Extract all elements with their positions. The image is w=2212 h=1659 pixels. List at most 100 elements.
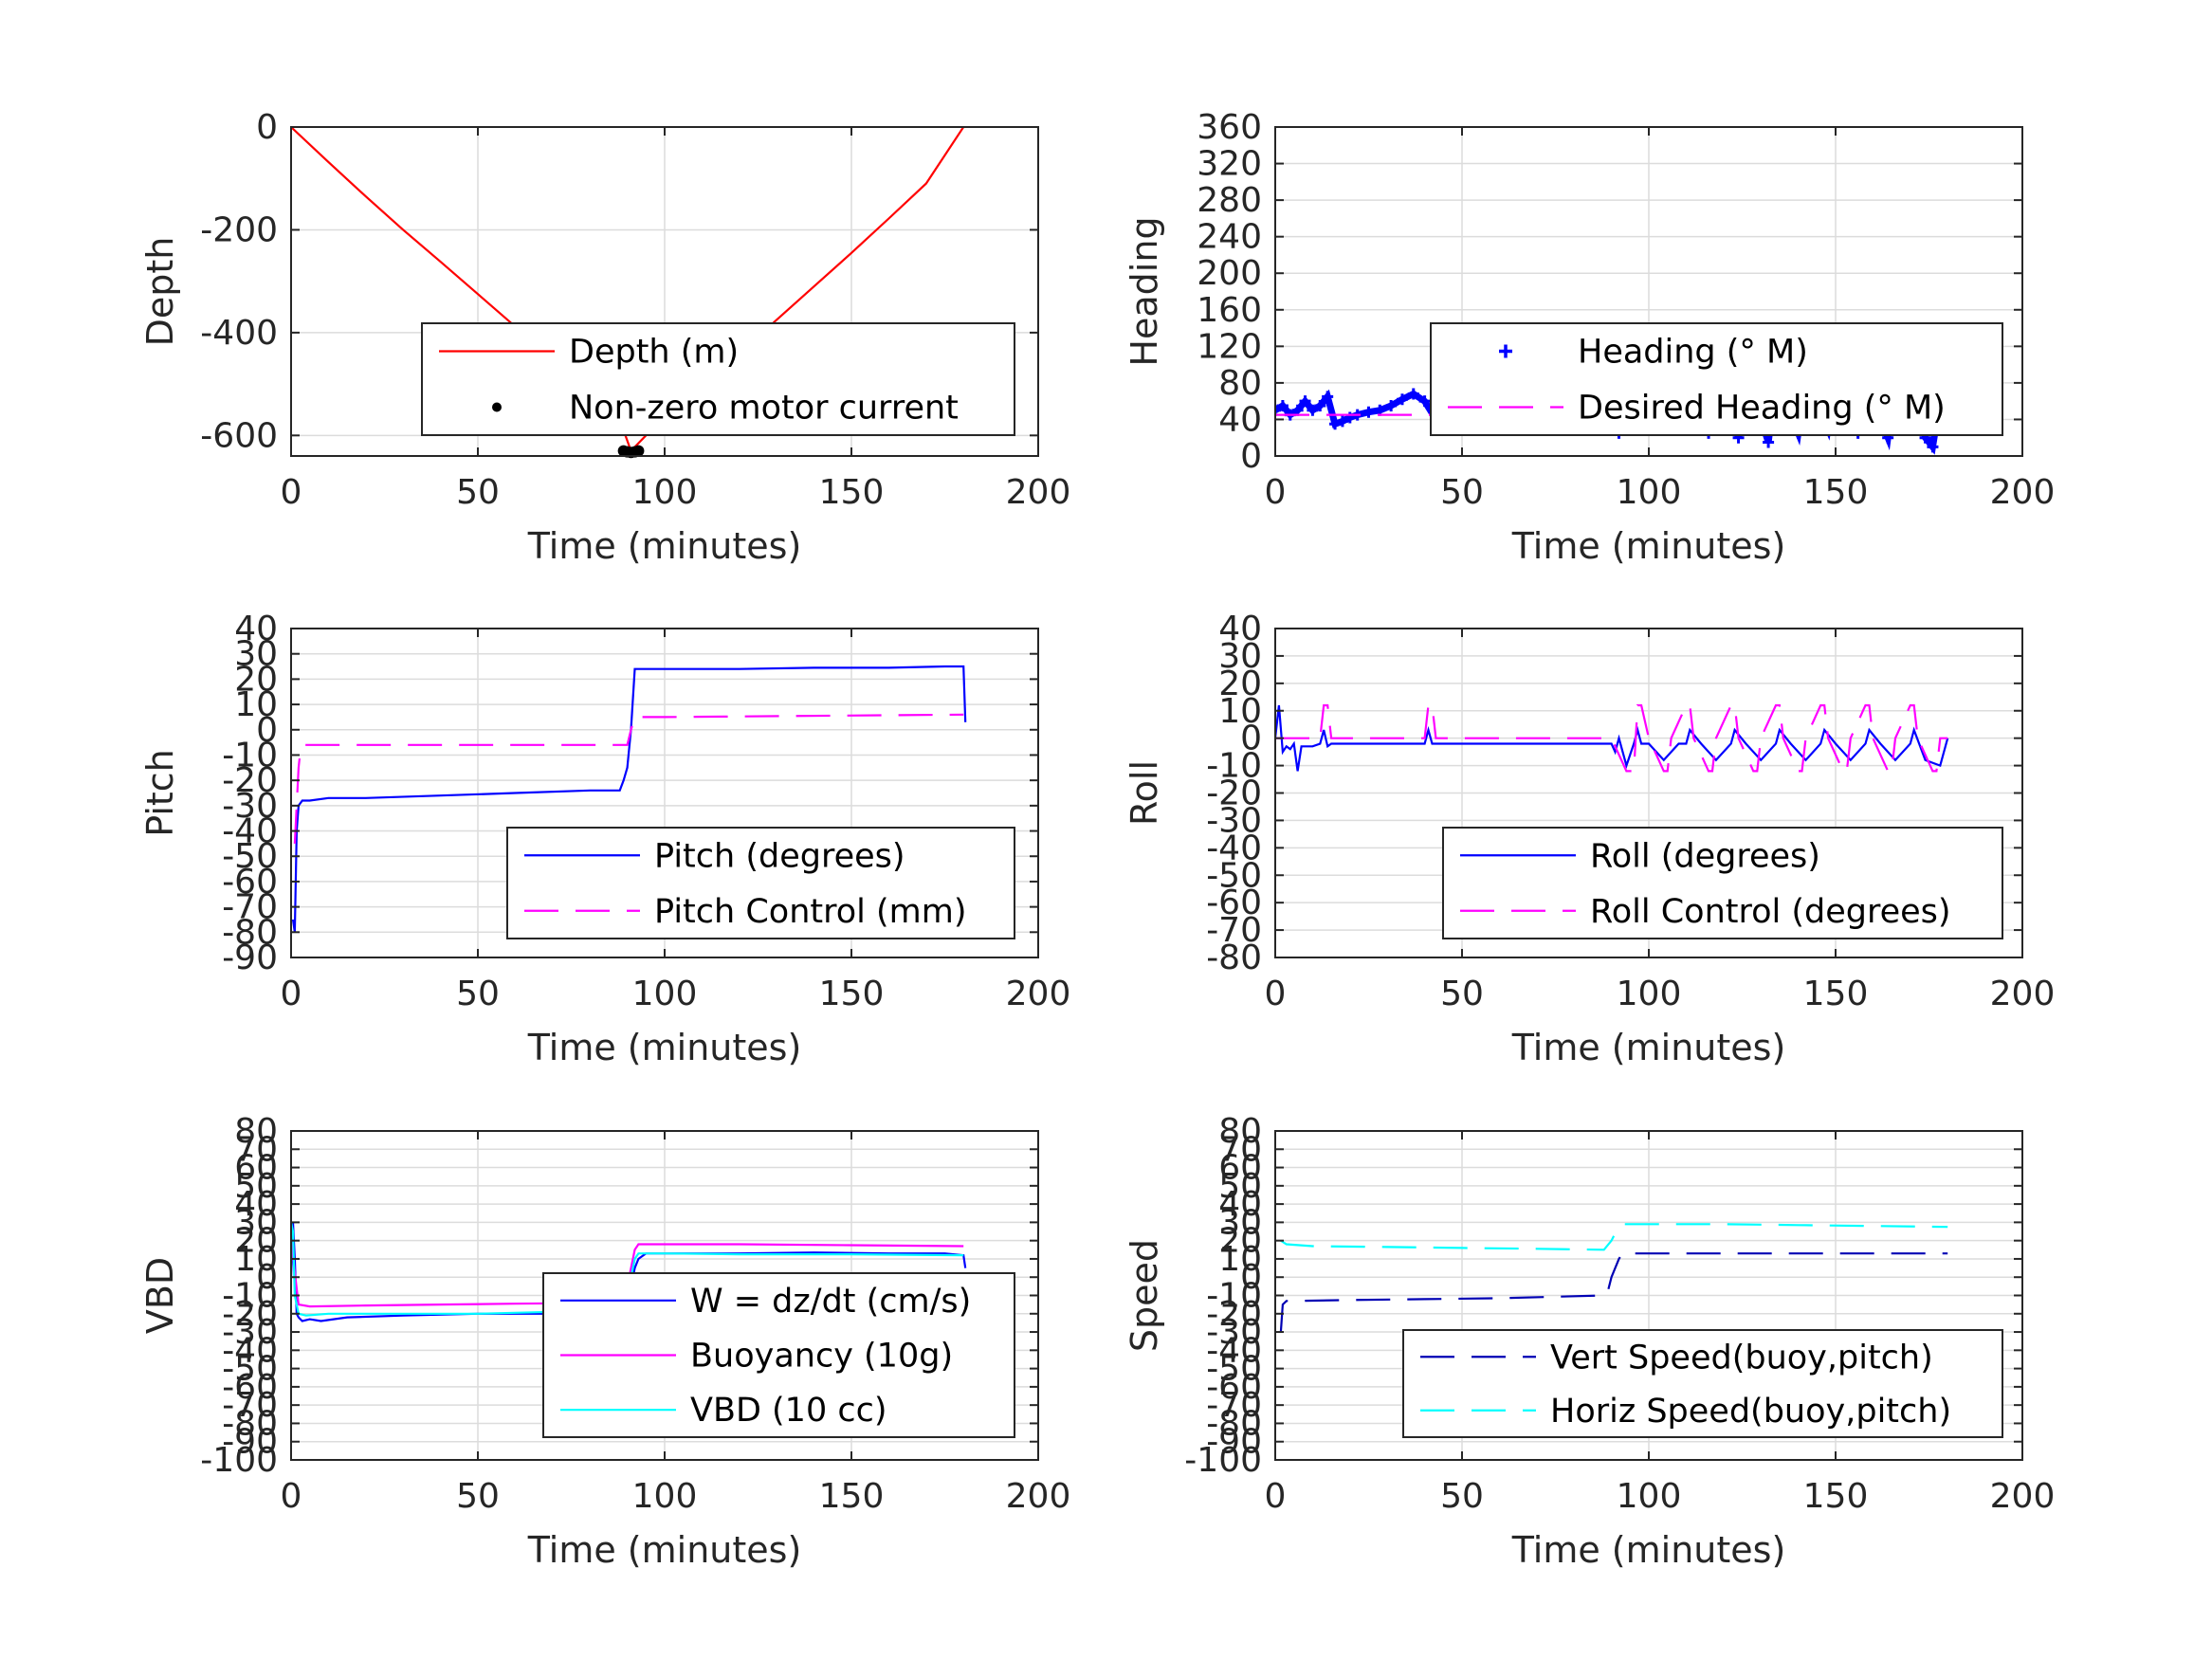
y-axis-label: Roll (1124, 760, 1165, 826)
plot-area (1279, 1223, 1948, 1333)
x-tick-label: 150 (1803, 1477, 1869, 1516)
legend-label: Vert Speed(buoy,pitch) (1550, 1339, 1933, 1376)
legend-label: W = dz/dt (cm/s) (690, 1283, 971, 1321)
x-tick-label: 200 (1990, 1477, 2056, 1516)
data-point (1329, 418, 1342, 430)
legend-label: Roll (degrees) (1590, 837, 1820, 875)
y-tick-label: -40 (222, 812, 278, 851)
data-point (1307, 404, 1319, 416)
subplot-3: 0 50 100 150 200-90-80-70-60-50-40-30-20-100… (139, 610, 1070, 1068)
y-axis-label: Pitch (139, 749, 181, 837)
data-point (1396, 393, 1408, 406)
legend-swatch (492, 402, 502, 412)
subplot-2: 0 50 100 150 20004080120160200240280320360Ti… (1124, 108, 2055, 567)
y-tick-label: 50 (1218, 1167, 1262, 1206)
x-tick-label: 0 (281, 1477, 302, 1516)
y-tick-label: -50 (222, 837, 278, 876)
x-axis-label: Time (minutes) (527, 1027, 802, 1068)
data-point (1322, 391, 1334, 403)
y-tick-label: 40 (1218, 400, 1262, 439)
x-tick-label: 50 (1440, 975, 1484, 1013)
data-point (1314, 399, 1326, 411)
y-tick-label: -20 (222, 761, 278, 800)
data-point (632, 445, 645, 457)
y-tick-label: -70 (1206, 911, 1262, 950)
legend: Vert Speed(buoy,pitch) Horiz Speed(buoy,p… (1402, 1329, 2003, 1438)
x-axis-label: Time (minutes) (527, 525, 802, 567)
data-point (1275, 404, 1281, 416)
x-tick-label: 150 (819, 975, 885, 1013)
y-tick-label: 40 (1218, 1185, 1262, 1224)
y-tick-label: -50 (222, 1350, 278, 1389)
legend-label: Horiz Speed(buoy,pitch) (1550, 1393, 1951, 1431)
y-tick-label: -70 (1206, 1386, 1262, 1425)
y-tick-label: -60 (1206, 1368, 1262, 1407)
y-tick-label: 30 (234, 635, 278, 674)
data-point (1385, 399, 1398, 411)
y-tick-label: -90 (222, 939, 278, 977)
y-tick-label: -50 (1206, 1350, 1262, 1389)
y-tick-label: 30 (234, 1203, 278, 1242)
y-tick-label: -10 (222, 1277, 278, 1316)
y-tick-label: -80 (1206, 939, 1262, 977)
y-tick-label: -30 (1206, 1313, 1262, 1352)
subplot-1: 0 50 100 150 200 -600 -400 -200 0 Time (minutes) D… (139, 108, 1070, 567)
y-tick-label: -400 (200, 314, 278, 353)
y-tick-label: -100 (200, 1441, 278, 1480)
y-tick-label: -20 (1206, 775, 1262, 813)
y-tick-label: 120 (1197, 327, 1262, 366)
y-tick-label: 60 (234, 1149, 278, 1188)
x-tick-label: 0 (1265, 975, 1287, 1013)
x-tick-label: 50 (456, 975, 500, 1013)
legend-label: Roll Control (degrees) (1590, 893, 1951, 931)
y-tick-label: 20 (234, 1222, 278, 1261)
subplot-6: 0 50 100 150 200-100-90-80-70-60-50-40-30-20… (1124, 1112, 2055, 1571)
y-axis-label: Depth (139, 237, 181, 347)
legend-swatch (1499, 344, 1512, 358)
y-tick-label: 10 (234, 1240, 278, 1279)
legend: Depth (m) Non-zero motor current (421, 322, 1015, 436)
y-tick-label: 10 (1218, 1240, 1262, 1279)
y-tick-label: -10 (222, 736, 278, 775)
y-tick-label: -80 (222, 1404, 278, 1443)
y-tick-label: 280 (1197, 181, 1262, 220)
x-tick-label: 50 (456, 473, 500, 512)
legend-label: Buoyancy (10g) (690, 1338, 953, 1376)
y-tick-label: -20 (1206, 1295, 1262, 1334)
y-tick-label: 80 (1218, 1112, 1262, 1151)
data-point (1276, 399, 1289, 411)
legend-label: Heading (° M) (1578, 334, 1808, 372)
data-point (1763, 436, 1775, 448)
x-tick-label: 150 (1803, 975, 1869, 1013)
x-axis-label: Time (minutes) (1511, 1529, 1786, 1571)
legend-box (506, 827, 1015, 939)
y-tick-label: -10 (1206, 747, 1262, 786)
x-tick-label: 200 (1006, 975, 1071, 1013)
y-tick-label: -40 (222, 1331, 278, 1370)
y-tick-label: 20 (234, 660, 278, 699)
y-tick-label: 30 (1218, 637, 1262, 676)
y-tick-label: 20 (1218, 1222, 1262, 1261)
x-tick-label: 0 (281, 975, 302, 1013)
legend: Pitch (degrees) Pitch Control (mm) (506, 827, 1015, 939)
y-tick-label: 80 (234, 1112, 278, 1151)
y-axis-label: Heading (1124, 216, 1165, 366)
x-tick-label: 200 (1006, 1477, 1071, 1516)
series-line-1 (291, 665, 967, 933)
y-tick-label: -30 (1206, 801, 1262, 840)
y-tick-label: -70 (222, 888, 278, 927)
y-tick-label: -90 (222, 1423, 278, 1462)
legend-label: Pitch (degrees) (654, 837, 905, 875)
x-tick-label: 150 (819, 473, 885, 512)
y-tick-label: -100 (1184, 1441, 1262, 1480)
legend-label: VBD (10 cc) (690, 1392, 887, 1430)
y-tick-label: -20 (222, 1295, 278, 1334)
subplot-4: 0 50 100 150 200-80-70-60-50-40-30-20-100102… (1124, 610, 2055, 1068)
legend-box (1442, 827, 2003, 939)
legend-label: Desired Heading (° M) (1578, 390, 1946, 428)
y-tick-label: 70 (1218, 1130, 1262, 1169)
x-tick-label: 100 (632, 473, 698, 512)
y-tick-label: -70 (222, 1386, 278, 1425)
x-tick-label: 50 (456, 1477, 500, 1516)
